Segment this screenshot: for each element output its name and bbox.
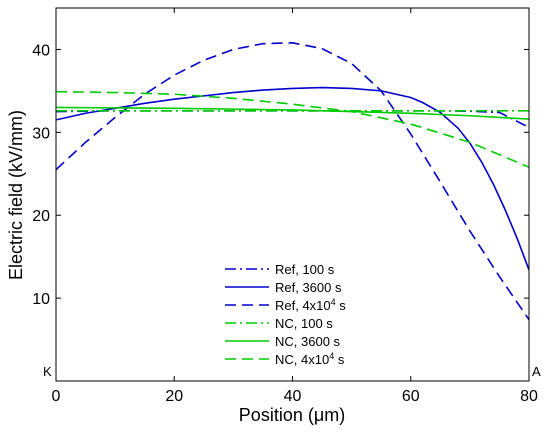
series-line-5 xyxy=(56,106,529,120)
y-tick-label: 10 xyxy=(32,291,50,308)
plot-area xyxy=(56,8,529,381)
legend: Ref, 100 s Ref, 3600 s Ref, 4x104 s NC, 100… xyxy=(225,262,346,367)
legend-label-1: Ref, 100 s xyxy=(275,262,335,277)
series-line-3 xyxy=(56,42,529,321)
ticks-layer: 0 20 40 60 80 10 20 30 40 xyxy=(32,8,538,405)
corner-label-left: K xyxy=(43,364,52,379)
series-line-2 xyxy=(56,86,529,271)
y-tick-label: 40 xyxy=(32,42,50,59)
series-layer xyxy=(56,42,529,321)
series-line-6 xyxy=(56,90,529,168)
legend-label-3: Ref, 4x104 s xyxy=(275,297,346,313)
x-tick-label: 80 xyxy=(520,388,538,405)
y-axis-title: Electric field (kV/mm) xyxy=(6,110,26,280)
legend-label-2: Ref, 3600 s xyxy=(275,280,342,295)
x-tick-label: 0 xyxy=(52,388,61,405)
legend-label-6: NC, 4x104 s xyxy=(275,351,345,367)
legend-label-5: NC, 3600 s xyxy=(275,334,341,349)
y-tick-label: 30 xyxy=(32,125,50,142)
x-tick-label: 60 xyxy=(402,388,420,405)
x-axis-title: Position (μm) xyxy=(239,405,345,425)
corner-label-right: A xyxy=(532,364,541,379)
x-tick-label: 40 xyxy=(284,388,302,405)
x-tick-label: 20 xyxy=(165,388,183,405)
legend-label-4: NC, 100 s xyxy=(275,316,333,331)
y-tick-label: 20 xyxy=(32,208,50,225)
